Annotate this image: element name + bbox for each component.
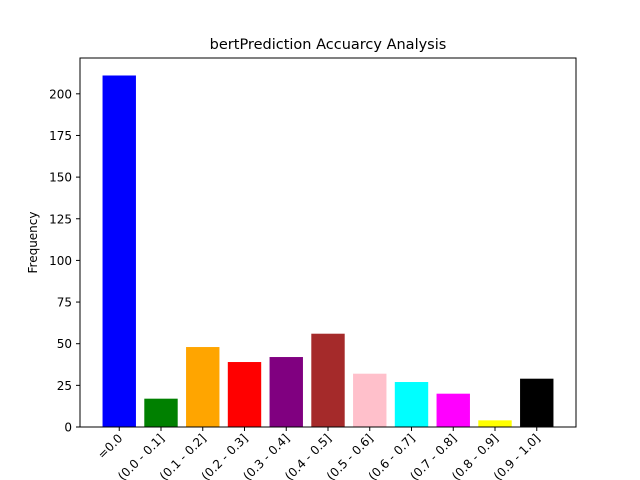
y-tick-label-3: 75: [57, 296, 72, 310]
plot-area-frame: [79, 57, 577, 428]
bars-group: [102, 75, 554, 427]
y-tick-label-5: 125: [49, 212, 72, 226]
bar-1: [144, 398, 178, 427]
y-tick-label-7: 175: [49, 129, 72, 143]
bar-9: [478, 420, 512, 427]
bar-3: [227, 362, 262, 427]
y-tick-label-6: 150: [49, 171, 72, 185]
bar-6: [353, 373, 387, 427]
bar-8: [436, 393, 470, 427]
bar-5: [311, 333, 345, 427]
y-tick-label-8: 200: [49, 87, 72, 101]
y-tick-label-2: 50: [57, 337, 72, 351]
chart-title: bertPrediction Accuarcy Analysis: [210, 37, 447, 53]
bar-2: [186, 347, 220, 427]
y-tick-label-1: 25: [57, 379, 72, 393]
bar-0: [102, 75, 136, 427]
bar-4: [269, 357, 303, 427]
bar-7: [394, 382, 429, 427]
y-axis-label: Frequency: [26, 212, 40, 274]
y-tick-label-0: 0: [64, 421, 72, 435]
y-axis-ticks: 0 25 50 75 100 125 150 175 200: [49, 87, 80, 435]
y-tick-label-4: 100: [49, 254, 72, 268]
bar-10: [520, 378, 554, 427]
